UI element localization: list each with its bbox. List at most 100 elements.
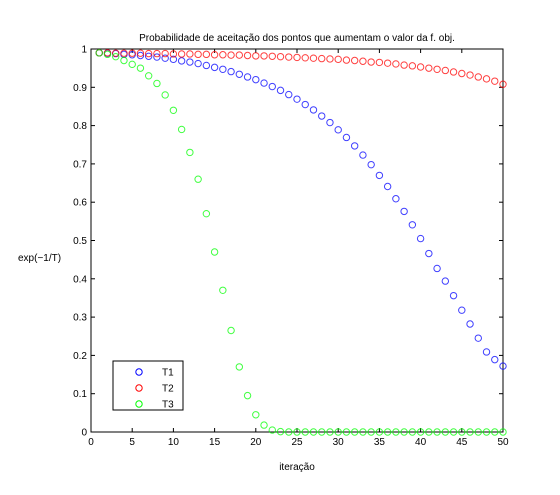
data-point bbox=[383, 428, 392, 436]
data-point bbox=[260, 79, 268, 87]
data-point bbox=[408, 221, 417, 229]
x-axis-label: iteração bbox=[279, 462, 315, 473]
x-tick-label: 5 bbox=[129, 437, 135, 448]
data-point bbox=[276, 52, 285, 61]
legend-marker bbox=[135, 400, 143, 408]
legend: T1 T2 T3 bbox=[112, 360, 184, 411]
legend-label: T1 bbox=[162, 368, 174, 379]
data-point bbox=[466, 320, 474, 328]
y-tick-label: 0.2 bbox=[73, 351, 87, 362]
data-point bbox=[276, 427, 285, 436]
data-point bbox=[416, 63, 425, 71]
data-point bbox=[433, 65, 441, 73]
data-point bbox=[194, 50, 202, 59]
data-point bbox=[202, 61, 211, 70]
y-axis-label: exp(−1/T) bbox=[18, 253, 61, 264]
data-point bbox=[425, 64, 433, 72]
data-point bbox=[153, 79, 161, 88]
data-point bbox=[210, 248, 219, 256]
data-point bbox=[482, 428, 491, 436]
data-point bbox=[136, 51, 145, 60]
x-tick-label: 0 bbox=[88, 437, 94, 448]
y-tick-label: 0.9 bbox=[73, 83, 87, 94]
data-point bbox=[169, 50, 178, 58]
data-point bbox=[458, 69, 466, 78]
data-point bbox=[392, 428, 400, 436]
data-point bbox=[350, 56, 359, 65]
data-point bbox=[350, 428, 359, 436]
data-point bbox=[326, 428, 334, 436]
data-point bbox=[482, 348, 491, 356]
y-tick-label: 0.3 bbox=[73, 313, 87, 324]
y-tick-label: 0.7 bbox=[73, 159, 87, 170]
x-tick-label: 40 bbox=[415, 437, 427, 448]
data-point bbox=[194, 175, 202, 183]
data-point bbox=[416, 428, 425, 436]
data-point bbox=[243, 51, 252, 60]
data-point bbox=[441, 277, 450, 285]
data-point bbox=[309, 428, 318, 436]
data-point bbox=[219, 51, 227, 59]
data-point bbox=[482, 75, 491, 83]
data-point bbox=[144, 52, 153, 60]
data-point bbox=[425, 428, 433, 436]
data-point bbox=[318, 54, 326, 63]
data-point bbox=[334, 428, 342, 436]
data-point bbox=[128, 49, 136, 57]
data-point bbox=[227, 67, 235, 76]
data-point bbox=[392, 195, 400, 203]
data-point bbox=[318, 112, 326, 120]
data-point bbox=[359, 151, 367, 159]
series-T3 bbox=[95, 49, 507, 436]
data-point bbox=[161, 49, 169, 58]
series-layer bbox=[95, 49, 507, 436]
data-point bbox=[243, 391, 252, 400]
data-point bbox=[466, 71, 474, 79]
data-point bbox=[350, 142, 359, 150]
data-point bbox=[499, 80, 507, 88]
y-tick-label: 0.5 bbox=[73, 236, 87, 247]
data-point bbox=[408, 62, 417, 70]
data-point bbox=[260, 52, 268, 60]
data-point bbox=[285, 53, 293, 61]
data-point bbox=[466, 428, 474, 436]
data-point bbox=[367, 160, 375, 169]
y-tick-label: 1 bbox=[81, 45, 87, 56]
data-point bbox=[202, 209, 211, 218]
x-tick-label: 20 bbox=[250, 437, 262, 448]
data-point bbox=[449, 428, 458, 436]
data-point bbox=[202, 50, 211, 59]
data-point bbox=[474, 334, 482, 342]
data-point bbox=[301, 100, 309, 109]
legend-marker bbox=[135, 368, 143, 376]
legend-label: T2 bbox=[162, 384, 174, 395]
data-point bbox=[433, 428, 441, 436]
legend-box bbox=[112, 360, 184, 411]
data-point bbox=[392, 60, 400, 68]
data-point bbox=[227, 51, 235, 59]
data-point bbox=[169, 55, 178, 64]
x-tick-label: 30 bbox=[333, 437, 345, 448]
y-tick-label: 0.4 bbox=[73, 274, 87, 285]
data-point bbox=[334, 55, 342, 64]
data-point bbox=[235, 51, 244, 59]
data-point bbox=[169, 106, 178, 114]
data-point bbox=[441, 428, 450, 436]
data-point bbox=[301, 428, 309, 436]
data-point bbox=[301, 54, 309, 62]
data-point bbox=[474, 73, 482, 81]
data-point bbox=[219, 286, 227, 294]
data-point bbox=[458, 428, 466, 436]
data-point bbox=[120, 49, 128, 57]
data-point bbox=[367, 58, 375, 66]
data-point bbox=[383, 59, 392, 67]
data-point bbox=[326, 55, 334, 63]
data-point bbox=[153, 49, 161, 58]
y-tick-label: 0.1 bbox=[73, 389, 87, 400]
data-point bbox=[161, 91, 169, 99]
data-point bbox=[499, 428, 507, 436]
data-point bbox=[120, 56, 128, 65]
data-point bbox=[375, 428, 384, 436]
data-point bbox=[367, 428, 375, 436]
